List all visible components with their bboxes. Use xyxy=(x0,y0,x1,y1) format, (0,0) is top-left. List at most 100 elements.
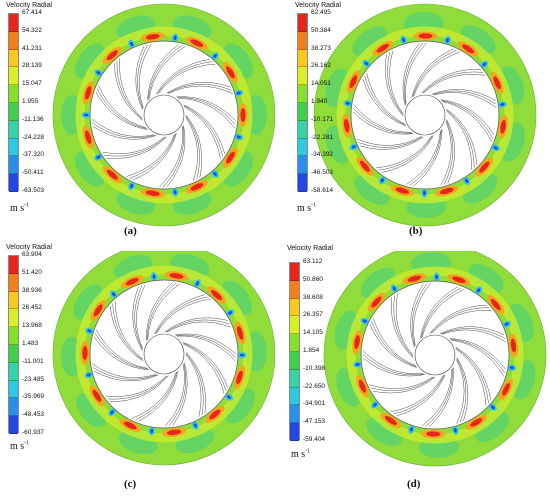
legend-tick-label: 15.047 xyxy=(22,80,42,88)
legend-tick-label: 1.483 xyxy=(22,340,39,347)
blade-line xyxy=(165,364,185,427)
legend-swatch xyxy=(9,362,18,381)
return-flow-core xyxy=(504,322,509,326)
blade-line xyxy=(138,370,179,422)
legend-swatch xyxy=(9,309,18,328)
blade-line xyxy=(440,326,505,336)
legend-tick-label: -23.485 xyxy=(22,375,45,383)
blade-line xyxy=(372,376,436,394)
panel-b: Velocity Radial m s-1 (b) 62.495 50.384 38… xyxy=(275,0,550,250)
legend-swatch xyxy=(290,316,299,335)
blade-line xyxy=(423,74,486,94)
outlet-jet-core xyxy=(125,277,139,286)
blade-line xyxy=(154,294,205,335)
blade-line xyxy=(442,101,493,142)
legend-tick-label: 67.414 xyxy=(22,9,42,16)
legend-swatch xyxy=(298,67,307,86)
outlet-jet-core xyxy=(500,119,506,134)
blade-line xyxy=(429,367,454,427)
legend-tick-label: -11.001 xyxy=(22,357,44,365)
outlet-jet-core xyxy=(169,273,184,279)
legend-swatch xyxy=(9,416,18,434)
blade-line xyxy=(433,92,497,108)
blade-line xyxy=(92,126,157,140)
outlet-jet-core xyxy=(236,326,244,340)
legend-tick-label: 38.936 xyxy=(22,286,42,294)
blade-line xyxy=(175,334,237,358)
legend-tick-label: 1.854 xyxy=(303,347,320,354)
blade-line xyxy=(362,354,424,376)
outlet-jet-core xyxy=(452,276,466,283)
return-flow-core xyxy=(239,353,245,357)
blade-line xyxy=(93,336,149,371)
return-flow-core xyxy=(423,190,426,196)
return-flow-core xyxy=(193,423,197,428)
legend-swatch xyxy=(9,120,18,139)
blade-line xyxy=(146,282,173,341)
flow-cell xyxy=(468,263,504,293)
blade-line xyxy=(135,45,145,110)
outlet-jet-core xyxy=(349,75,358,89)
return-flow-core xyxy=(150,428,154,434)
impeller-contour-plot xyxy=(313,3,537,227)
outlet-jet-core xyxy=(93,304,103,317)
legend-color-bar xyxy=(8,255,19,434)
blade-line xyxy=(389,50,404,114)
return-flow-core xyxy=(130,183,134,189)
flow-cell xyxy=(221,280,252,316)
blade-line xyxy=(410,283,424,348)
outlet-jet-core xyxy=(358,379,367,393)
legend-tick-label: -63.503 xyxy=(22,187,45,194)
blade-line xyxy=(162,126,184,188)
blade-line xyxy=(406,130,441,185)
flow-cell xyxy=(74,151,105,187)
legend-tick-label: -60.937 xyxy=(22,429,45,436)
blade-line xyxy=(420,287,462,338)
casing-outline xyxy=(323,251,547,467)
legend-tick-label: -34.901 xyxy=(303,400,326,408)
blade-line xyxy=(456,358,467,423)
panel-caption: (a) xyxy=(124,225,137,237)
outlet-jet-core xyxy=(167,429,182,436)
legend-tick-label: 50.860 xyxy=(303,275,323,283)
flow-cell xyxy=(225,388,255,424)
legend-swatch xyxy=(290,334,299,352)
blade-line xyxy=(387,52,404,115)
blade-line xyxy=(114,301,143,360)
blade-line xyxy=(183,343,225,394)
return-flow-core xyxy=(476,288,481,293)
flow-cell xyxy=(460,25,496,55)
legend-swatch xyxy=(298,102,307,121)
blade-line xyxy=(425,368,453,427)
blade-line xyxy=(455,346,492,401)
outlet-jet-core xyxy=(236,370,243,385)
legend-swatch xyxy=(9,174,18,192)
legend-swatch xyxy=(290,387,299,406)
legend-swatch xyxy=(290,405,299,424)
blade-line xyxy=(116,60,143,120)
legend-swatch xyxy=(298,120,307,139)
legend-swatch xyxy=(290,263,299,281)
blade-line xyxy=(371,320,417,367)
impeller-contour-plot xyxy=(323,251,547,467)
casing-outline xyxy=(313,3,537,227)
legend-title: Velocity Radial xyxy=(287,245,333,252)
outlet-jet-core xyxy=(510,338,517,353)
legend-swatch xyxy=(9,31,18,50)
legend-title: Velocity Radial xyxy=(6,2,52,9)
outlet-jet-core xyxy=(462,44,475,54)
blade-line xyxy=(404,42,424,105)
outlet-jet-core xyxy=(92,389,102,402)
blade-line xyxy=(156,59,210,95)
blade-line xyxy=(185,352,206,414)
legend-swatch xyxy=(9,102,18,121)
blade-line xyxy=(114,62,143,121)
return-flow-core xyxy=(402,37,406,43)
return-flow-core xyxy=(227,395,231,399)
impeller-hub xyxy=(143,333,185,375)
blade-line xyxy=(98,85,147,129)
blade-line xyxy=(358,136,423,148)
legend-swatch xyxy=(9,327,18,345)
blade-line xyxy=(412,50,457,97)
legend-tick-label: -59.404 xyxy=(303,436,326,443)
